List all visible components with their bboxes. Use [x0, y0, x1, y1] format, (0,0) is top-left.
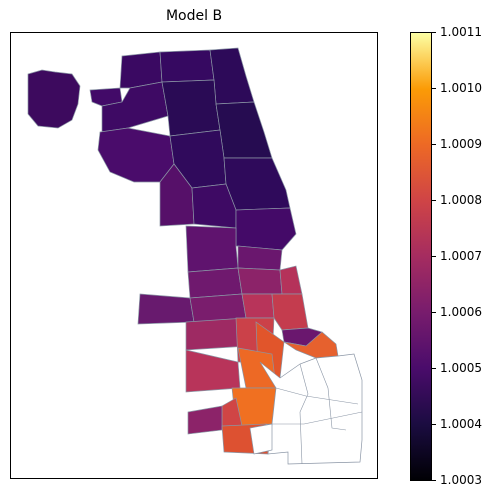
internal-border-4: [272, 411, 363, 425]
region-ohare: [27, 69, 81, 129]
region-near-north: [223, 157, 291, 211]
region-garfield-ridge: [137, 293, 195, 325]
colorbar-tick-label: 1.0004: [440, 417, 482, 431]
colorbar-tick-label: 1.0011: [440, 25, 482, 39]
colorbar-tick: [432, 200, 436, 201]
internal-border-2: [315, 357, 347, 431]
colorbar-tick: [432, 424, 436, 425]
choropleth-map: [27, 47, 363, 465]
colorbar-tick-label: 1.0007: [440, 249, 482, 263]
colorbar-tick: [432, 88, 436, 89]
colorbar-tick: [432, 312, 436, 313]
region-bronzeville: [237, 267, 283, 295]
region-south-shore: [283, 331, 339, 359]
region-kenwood: [279, 265, 303, 295]
region-lakeview: [215, 101, 273, 159]
region-no-data-2: [249, 423, 273, 455]
region-loop: [235, 207, 297, 251]
region-northwest-2: [161, 79, 221, 137]
region-north-2: [159, 49, 215, 83]
region-hyde-park: [271, 293, 309, 331]
colorbar-tick-label: 1.0006: [440, 305, 482, 319]
colorbar-tick-label: 1.0005: [440, 361, 482, 375]
region-north-1: [119, 51, 163, 89]
internal-border-3: [275, 387, 359, 405]
map-title: Model B: [165, 8, 223, 24]
colorbar-tick: [432, 32, 436, 33]
colorbar-tick: [432, 480, 436, 481]
region-west-1: [97, 127, 175, 183]
internal-border-1: [299, 363, 309, 465]
colorbar-tick-label: 1.0010: [440, 81, 482, 95]
region-sw-1: [185, 225, 239, 273]
region-mount-greenwood: [187, 405, 223, 435]
colorbar-tick: [432, 144, 436, 145]
region-north-3: [209, 47, 255, 105]
colorbar-tick-label: 1.0003: [440, 473, 482, 487]
region-sw-2: [187, 267, 243, 299]
colorbar-tick-label: 1.0009: [440, 137, 482, 151]
region-bridgeport: [237, 245, 283, 271]
colorbar-tick-label: 1.0008: [440, 193, 482, 207]
colorbar-tick: [432, 256, 436, 257]
colorbar-tick: [432, 368, 436, 369]
region-washington-park: [241, 293, 275, 319]
colorbar: [410, 32, 432, 481]
region-beverly: [185, 349, 241, 393]
region-chatham: [237, 347, 277, 389]
